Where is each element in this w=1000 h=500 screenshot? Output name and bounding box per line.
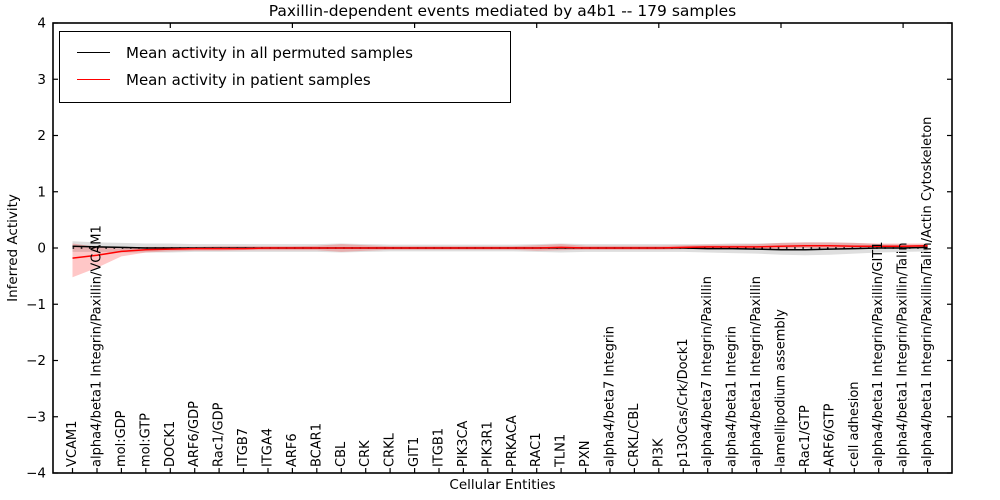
y-tick-label: 1	[37, 184, 46, 200]
x-tick-label: PI3K	[651, 438, 666, 467]
x-tick-label: ITGB7	[236, 428, 251, 467]
x-tick-label: p130Cas/Crk/Dock1	[676, 338, 691, 467]
y-tick-label: −1	[26, 297, 46, 313]
x-tick-label: mol:GDP	[114, 410, 129, 467]
x-tick-label: BCAR1	[309, 423, 324, 467]
x-tick-label: TLN1	[554, 434, 569, 468]
x-tick-label: ARF6/GTP	[822, 403, 837, 467]
legend-label-permuted: Mean activity in all permuted samples	[126, 43, 413, 62]
x-tick-label: PIK3R1	[480, 421, 495, 467]
x-tick-label: alpha4/beta1 Integrin	[725, 326, 740, 467]
x-tick-label: PIK3CA	[456, 420, 471, 467]
y-tick-label: −2	[26, 353, 46, 369]
x-tick-label: VCAM1	[65, 421, 80, 467]
x-tick-label: ARF6	[285, 433, 300, 467]
y-tick-label: 4	[37, 16, 46, 32]
x-tick-label: PXN	[578, 441, 593, 467]
x-axis-label: Cellular Entities	[449, 477, 556, 493]
x-tick-label: CRKL	[383, 432, 398, 467]
legend: Mean activity in all permuted samples Me…	[59, 31, 511, 103]
series-line-1	[72, 245, 928, 259]
legend-entry-permuted: Mean activity in all permuted samples	[70, 39, 500, 66]
legend-label-patient: Mean activity in patient samples	[126, 70, 371, 89]
y-tick-label: 0	[37, 241, 46, 257]
y-tick-label: 2	[37, 128, 46, 144]
x-tick-label: mol:GTP	[138, 413, 153, 467]
x-tick-label: cell adhesion	[847, 381, 862, 467]
x-tick-label: RAC1	[529, 432, 544, 467]
x-tick-label: PRKACA	[505, 415, 520, 467]
x-tick-label: alpha4/beta1 Integrin/Paxillin/VCAM1	[90, 225, 105, 467]
x-tick-label: DOCK1	[163, 421, 178, 467]
x-tick-label: CBL	[334, 441, 349, 467]
axes-box	[52, 22, 953, 474]
x-tick-label: ARF6/GDP	[187, 401, 202, 467]
x-tick-label: Rac1/GDP	[212, 402, 227, 467]
legend-entry-patient: Mean activity in patient samples	[70, 66, 500, 93]
x-tick-label: Rac1/GTP	[798, 405, 813, 467]
chart-title: Paxillin-dependent events mediated by a4…	[268, 2, 737, 20]
y-tick-label: −4	[26, 466, 46, 482]
y-axis-label: Inferred Activity	[5, 194, 21, 302]
x-tick-label: alpha4/beta1 Integrin/Paxillin/GIT1	[871, 241, 886, 467]
x-tick-label: CRKL/CBL	[627, 403, 642, 467]
x-tick-label: alpha4/beta7 Integrin/Paxillin	[700, 276, 715, 467]
x-tick-label: CRK	[358, 440, 373, 467]
x-tick-label: ITGB1	[432, 428, 447, 467]
x-tick-label: lamellipodium assembly	[774, 309, 789, 467]
y-tick-label: 3	[37, 72, 46, 88]
x-tick-label: GIT1	[407, 437, 422, 467]
x-tick-label: alpha4/beta1 Integrin/Paxillin	[749, 276, 764, 467]
y-tick-label: −3	[26, 409, 46, 425]
x-tick-label: alpha4/beta7 Integrin	[603, 326, 618, 467]
x-tick-label: alpha4/beta1 Integrin/Paxillin/Talin	[896, 242, 911, 467]
x-tick-label: ITGA4	[261, 428, 276, 467]
permuted-line-swatch	[77, 52, 110, 53]
patient-line-swatch	[77, 79, 110, 80]
x-tick-label: alpha4/beta1 Integrin/Paxillin/Talin/Act…	[920, 117, 935, 467]
